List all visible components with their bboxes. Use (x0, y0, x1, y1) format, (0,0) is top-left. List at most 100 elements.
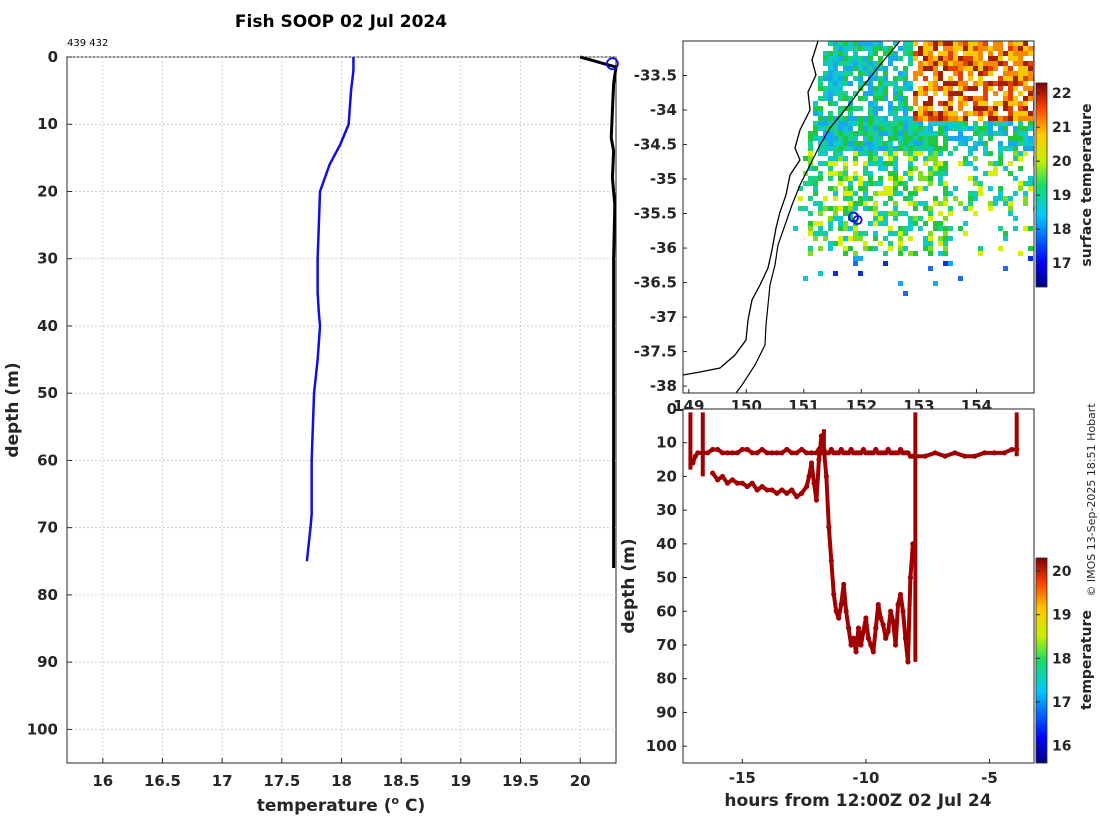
sst-cell (893, 76, 898, 81)
sst-cell (878, 91, 883, 96)
sst-cell (823, 146, 828, 151)
sst-cell (808, 166, 813, 171)
track-x-tick-label: -5 (981, 769, 998, 787)
sst-cell (828, 41, 833, 46)
sst-cell (913, 111, 918, 116)
sst-cell (1008, 66, 1013, 71)
track-y-tick-label: 0 (667, 400, 677, 418)
sst-cell (998, 76, 1003, 81)
sst-cell (918, 141, 923, 146)
sst-cell (1003, 71, 1008, 76)
sst-cell (938, 161, 943, 166)
sst-cell (948, 51, 953, 56)
sst-cell (958, 56, 963, 61)
sst-cell (898, 211, 903, 216)
sst-cell (883, 221, 888, 226)
sst-cell (853, 56, 858, 61)
sst-cell (903, 101, 908, 106)
sst-cell (988, 161, 993, 166)
sst-cell (963, 141, 968, 146)
sst-cell (888, 61, 893, 66)
sst-cell (853, 206, 858, 211)
sst-cell (1013, 126, 1018, 131)
temperature-profile-chart: 16 16.5 17 17.5 18 18.5 19 19.5 20 0 10 20 30 40 50 60… (3, 48, 619, 816)
sst-cell (993, 121, 998, 126)
sst-cell (1023, 106, 1028, 111)
sst-cell (878, 86, 883, 91)
sst-cell (1013, 51, 1018, 56)
sst-cell (838, 171, 843, 176)
sst-cell (943, 86, 948, 91)
sst-cell (873, 86, 878, 91)
sst-cell (883, 151, 888, 156)
sst-cell (893, 41, 898, 46)
sst-cell (993, 166, 998, 171)
sst-cell (828, 121, 833, 126)
sst-cell (848, 176, 853, 181)
track-depth-point (878, 615, 884, 621)
sst-cell (843, 251, 848, 256)
sst-cell (848, 226, 853, 231)
sst-cell (863, 91, 868, 96)
track-depth-point (838, 601, 844, 608)
sst-cell (843, 236, 848, 241)
profile-y-tick-label: 50 (37, 384, 58, 402)
sst-cell (868, 146, 873, 151)
track-depth-point (811, 480, 817, 486)
sst-cell (928, 81, 933, 86)
sst-cell (898, 71, 903, 76)
sst-cell (983, 71, 988, 76)
sst-cell (938, 86, 943, 91)
sst-cell (923, 176, 928, 181)
sst-cell (873, 211, 878, 216)
sst-cell (983, 86, 988, 91)
sst-cell (873, 111, 878, 116)
surface-temperature-map: -33.5 -34 -34.5 -35 -35.5 -36 -36.5 -37 -37.5 -38… (634, 40, 1095, 415)
sst-cell (928, 41, 933, 46)
sst-cell (953, 71, 958, 76)
sst-cell (948, 191, 953, 196)
track-depth-point (962, 453, 968, 459)
sst-cell (1008, 201, 1013, 206)
sst-cell (863, 41, 868, 46)
sst-cell (813, 131, 818, 136)
sst-cell (973, 111, 978, 116)
sst-cell (953, 196, 958, 201)
track-depth-point (710, 446, 716, 453)
sst-cell (873, 96, 878, 101)
sst-cell (933, 91, 938, 96)
sst-cell (878, 116, 883, 121)
track-depth-point (843, 608, 849, 614)
sst-cell (853, 226, 858, 231)
sst-cell (993, 46, 998, 51)
sst-cell (978, 96, 983, 101)
track-y-tick-label: 80 (656, 670, 677, 688)
sst-cell (903, 111, 908, 116)
sst-cell (938, 221, 943, 226)
sst-cell (903, 86, 908, 91)
sst-cell (883, 126, 888, 131)
sst-cell (983, 81, 988, 86)
track-x-axis-label: hours from 12:00Z 02 Jul 24 (724, 791, 991, 811)
sst-cell (833, 216, 838, 221)
sst-cell (853, 91, 858, 96)
sst-cell (828, 216, 833, 221)
sst-cell (1008, 111, 1013, 116)
sst-cell (1003, 66, 1008, 71)
sst-cell (963, 46, 968, 51)
sst-cell (933, 226, 938, 231)
sst-cell (948, 226, 953, 231)
sst-cell (823, 61, 828, 66)
sst-cell (818, 111, 823, 116)
sst-cell (833, 81, 838, 86)
sst-cell (943, 251, 948, 256)
sst-cell (1013, 131, 1018, 136)
track-depth-point (734, 480, 740, 486)
sst-cell (833, 61, 838, 66)
sst-cell (908, 156, 913, 161)
sst-cell (848, 201, 853, 206)
sst-cell (943, 246, 948, 251)
sst-cell (923, 116, 928, 121)
sst-cell (913, 51, 918, 56)
sst-cell (978, 61, 983, 66)
